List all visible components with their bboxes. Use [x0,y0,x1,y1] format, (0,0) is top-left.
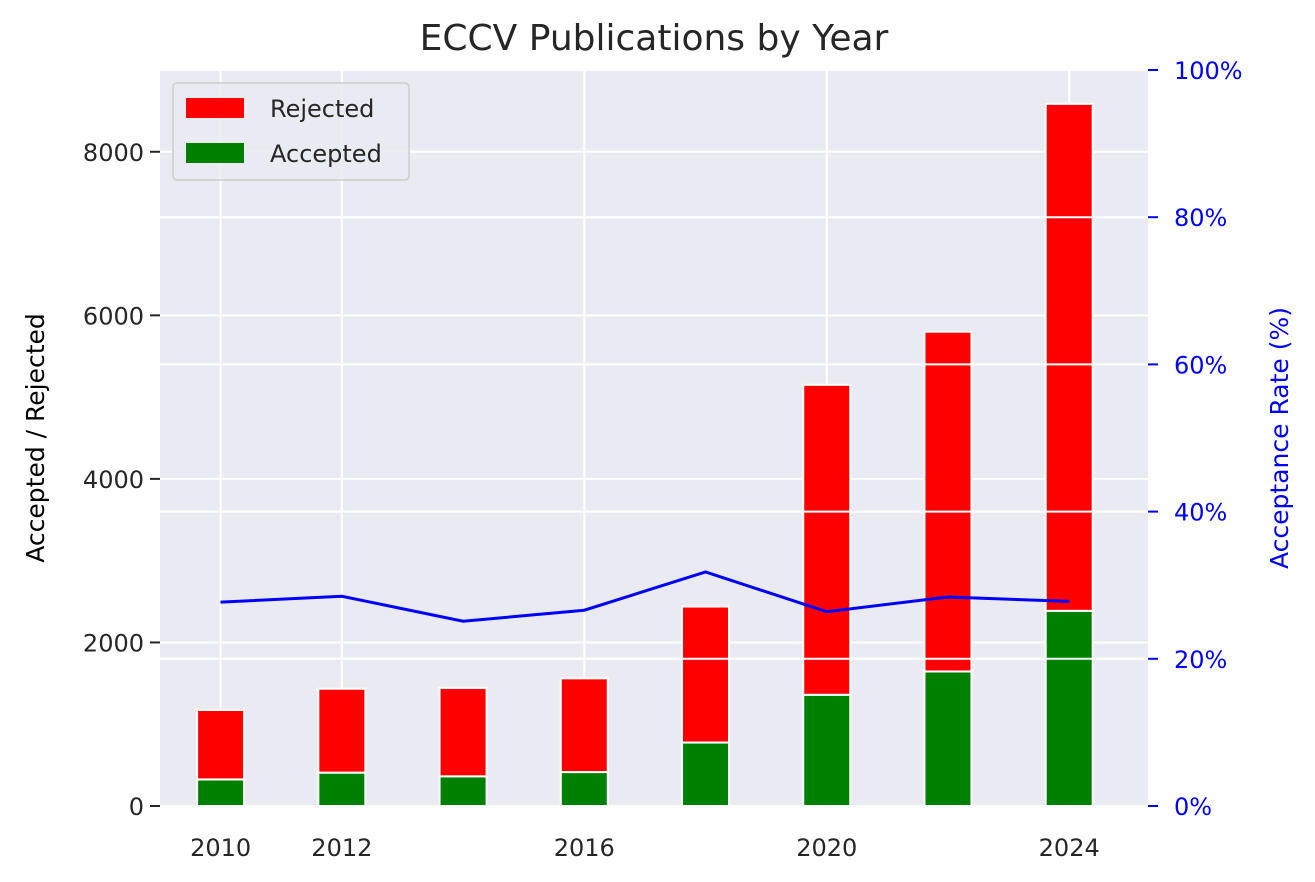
bar-rejected-2014 [438,686,488,778]
x-tick-label: 2012 [311,834,372,862]
bar-rejected-2018 [681,605,731,744]
bar-accepted-2020 [802,693,852,808]
y2-tick-label: 40% [1174,499,1227,527]
legend-label-accepted: Accepted [270,140,382,168]
y-tick-label: 2000 [83,629,144,657]
acceptance-line-layer [160,216,1148,660]
y-tick-label: 4000 [83,466,144,494]
legend-label-rejected: Rejected [270,95,374,123]
acceptance-rate-point-2020 [826,611,828,613]
y2-tick-label: 100% [1174,57,1243,85]
bar-rejected-2012 [317,687,367,774]
bar-accepted-2012 [317,771,367,807]
y2-tick-label: 0% [1174,793,1212,821]
y2-tick-label: 20% [1174,646,1227,674]
x-tick-label: 2010 [190,834,251,862]
acceptance-rate-point-2018 [705,571,707,573]
bar-rejected-2016 [559,677,609,774]
y-tick-label: 8000 [83,139,144,167]
x-tick-label: 2020 [796,834,857,862]
plot-background [160,70,1148,806]
acceptance-rate-point-2010 [220,601,222,603]
y2-tick-label: 60% [1174,351,1227,379]
y2-tick-label: 80% [1174,204,1227,232]
bar-accepted-2024 [1044,609,1094,807]
bar-accepted-2014 [438,775,488,807]
bar-rejected-2024 [1044,102,1094,612]
acceptance-rate-point-2024 [1068,600,1070,602]
acceptance-rate-point-2022 [947,596,949,598]
axes: 0 2000 4000 6000 8000 0% 20% 40% 60% 80% 100% 2010 2… [83,57,1243,862]
bar-rejected-2020 [802,383,852,696]
legend: Rejected Accepted [172,82,410,181]
legend-swatch-rejected [186,98,244,118]
y-tick-label: 6000 [83,302,144,330]
bar-accepted-2016 [559,771,609,807]
bar-accepted-2018 [681,741,731,808]
bar-accepted-2010 [196,778,246,808]
x-tick-label: 2016 [554,834,615,862]
bar-rejected-2022 [923,330,973,673]
bar-accepted-2022 [923,670,973,808]
acceptance-rate-point-2016 [583,609,585,611]
y-axis-label: Accepted / Rejected [21,313,50,563]
acceptance-rate-point-2014 [462,620,464,622]
bars [196,102,1094,808]
x-tick-label: 2024 [1039,834,1100,862]
chart-title: ECCV Publications by Year [420,18,889,59]
y2-axis-label: Acceptance Rate (%) [1265,307,1294,569]
acceptance-rate-line [220,570,1070,623]
y-tick-label: 0 [129,793,144,821]
bar-rejected-2010 [196,708,246,781]
legend-swatch-accepted [186,143,244,163]
acceptance-rate-point-2012 [341,595,343,597]
